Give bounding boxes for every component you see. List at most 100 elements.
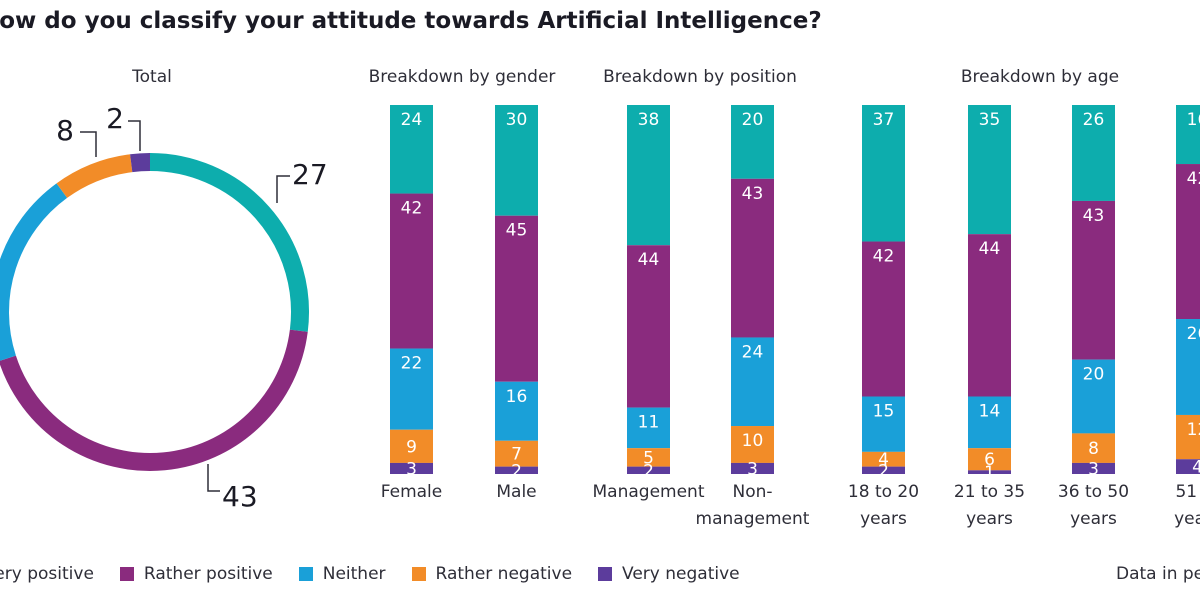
bar-segment-management-very-positive [627,105,670,246]
bar-value-label-female-very-positive: 24 [401,110,423,130]
bar-value-label-management-very-negative: 2 [643,461,654,481]
chart-question-title: How do you classify your attitude toward… [0,8,822,34]
bar-segment-18-to-20-years-very-negative [862,466,905,474]
donut-label-very-positive: 27 [292,158,328,191]
legend-swatch-rather-positive [119,567,134,581]
bar-segment-18-to-20-years-rather-negative [862,451,905,467]
heading-gender: Breakdown by gender [368,67,556,87]
donut-leader-rather-positive [207,464,220,492]
legend-label-rather-positive: Rather positive [143,564,273,584]
bar-segment-male-very-positive [495,105,538,216]
bar-value-label-female-rather-positive: 42 [401,199,423,219]
bar-value-label-female-rather-negative: 9 [406,437,417,457]
legend-swatch-rather-negative [411,567,426,581]
donut-leader-very-positive [276,175,290,203]
bar-value-label-female-very-negative: 3 [406,459,417,479]
category-label-female: Female [381,482,442,502]
bar-segment-51-to-65-years-rather-positive [1176,164,1200,320]
bar-value-label-management-rather-negative: 5 [643,448,654,468]
bar-segment-36-to-50-years-neither [1072,359,1115,434]
bar-segment-female-rather-positive [390,193,433,349]
donut-slice-neither [0,183,68,361]
legend-item-very-positive: Very positive [0,564,94,584]
bar-segment-36-to-50-years-rather-negative [1072,433,1115,463]
category-label-36-to-50-years-line-1: 36 to 50 [1058,482,1129,502]
bar-value-label-21-to-35-years-very-positive: 35 [979,110,1001,130]
bar-segment-51-to-65-years-very-negative [1176,459,1200,474]
bar-value-label-non-management-very-negative: 3 [747,459,758,479]
category-label-18-to-20-years-line-1: 18 to 20 [848,482,919,502]
legend-label-very-negative: Very negative [622,564,740,584]
bar-segment-management-rather-positive [627,245,670,408]
bar-value-label-36-to-50-years-very-positive: 26 [1083,110,1105,130]
bar-value-label-non-management-rather-positive: 43 [742,184,764,204]
category-label-36-to-50-years-line-2: years [1070,509,1117,529]
bar-value-label-management-very-positive: 38 [638,110,660,130]
legend-item-neither: Neither [298,564,386,584]
legend-label-rather-negative: Rather negative [435,564,573,584]
legend-item-very-negative: Very negative [598,564,740,584]
bar-value-label-36-to-50-years-neither: 20 [1083,365,1105,385]
bar-value-label-21-to-35-years-rather-positive: 44 [979,239,1001,259]
legend: Very positive Rather positive Neither Ra… [0,564,766,584]
bar-value-label-18-to-20-years-neither: 15 [873,402,895,422]
bar-value-label-51-to-65-years-rather-positive: 42 [1187,169,1200,189]
bar-segment-21-to-35-years-rather-negative [968,448,1011,471]
bar-segment-51-to-65-years-very-positive [1176,105,1200,165]
heading-position: Breakdown by position [603,67,797,87]
donut-label-very-negative: 2 [106,102,124,135]
donut-leader-rather-negative [80,131,97,157]
bar-value-label-non-management-very-positive: 20 [742,110,764,130]
bar-value-label-female-neither: 22 [401,354,423,374]
bar-value-label-male-rather-positive: 45 [506,221,528,241]
donut-slice-very-positive [149,153,309,332]
bar-segment-male-rather-negative [495,440,538,467]
bar-segment-non-management-rather-negative [731,426,774,463]
legend-label-very-positive: Very positive [0,564,94,584]
bar-segment-36-to-50-years-rather-positive [1072,200,1115,360]
category-label-non-management-line-1: Non- [732,482,772,502]
bar-segment-21-to-35-years-rather-positive [968,234,1011,397]
bar-segment-18-to-20-years-very-positive [862,105,905,242]
bar-segment-21-to-35-years-neither [968,396,1011,449]
bar-value-label-non-management-rather-negative: 10 [742,431,764,451]
legend-item-rather-negative: Rather negative [411,564,573,584]
bar-segment-non-management-very-positive [731,105,774,179]
bar-value-label-male-very-negative: 2 [511,461,522,481]
heading-age: Breakdown by age [960,67,1120,87]
bar-value-label-18-to-20-years-rather-positive: 42 [873,247,895,267]
bar-segment-management-very-negative [627,466,670,474]
bar-value-label-management-neither: 11 [638,413,660,433]
bar-value-label-51-to-65-years-very-negative: 4 [1192,458,1200,478]
bar-segment-management-rather-negative [627,448,670,467]
bar-value-label-male-very-positive: 30 [506,110,528,130]
bar-segment-51-to-65-years-rather-negative [1176,414,1200,460]
bar-value-label-male-neither: 16 [506,387,528,407]
heading-total: Total [132,67,172,87]
bar-segment-non-management-neither [731,337,774,427]
bar-segment-18-to-20-years-rather-positive [862,241,905,397]
bar-segment-non-management-rather-positive [731,178,774,338]
units-note: Data in percent [1116,564,1200,584]
bar-segment-male-rather-positive [495,215,538,382]
bar-value-label-51-to-65-years-rather-negative: 12 [1187,420,1200,440]
bar-value-label-36-to-50-years-very-negative: 3 [1088,459,1099,479]
category-label-male: Male [496,482,536,502]
donut-slice-rather-negative [56,154,133,199]
category-label-non-management-line-2: management [696,509,810,529]
donut-slice-very-negative [130,153,151,173]
legend-label-neither: Neither [322,564,386,584]
bar-value-label-36-to-50-years-rather-positive: 43 [1083,206,1105,226]
category-label-51-to-65-years-line-2: years [1174,509,1200,529]
bar-value-label-18-to-20-years-rather-negative: 4 [878,450,889,470]
bar-value-label-21-to-35-years-neither: 14 [979,402,1001,422]
bar-segment-21-to-35-years-very-negative [968,470,1011,474]
bar-value-label-51-to-65-years-very-positive: 16 [1187,110,1200,130]
donut-label-rather-positive: 43 [222,480,258,513]
bar-segment-female-very-positive [390,105,433,194]
bar-segment-18-to-20-years-neither [862,396,905,452]
donut-slice-rather-positive [0,329,308,471]
bar-value-label-non-management-neither: 24 [742,342,764,362]
bar-segment-non-management-very-negative [731,462,774,474]
